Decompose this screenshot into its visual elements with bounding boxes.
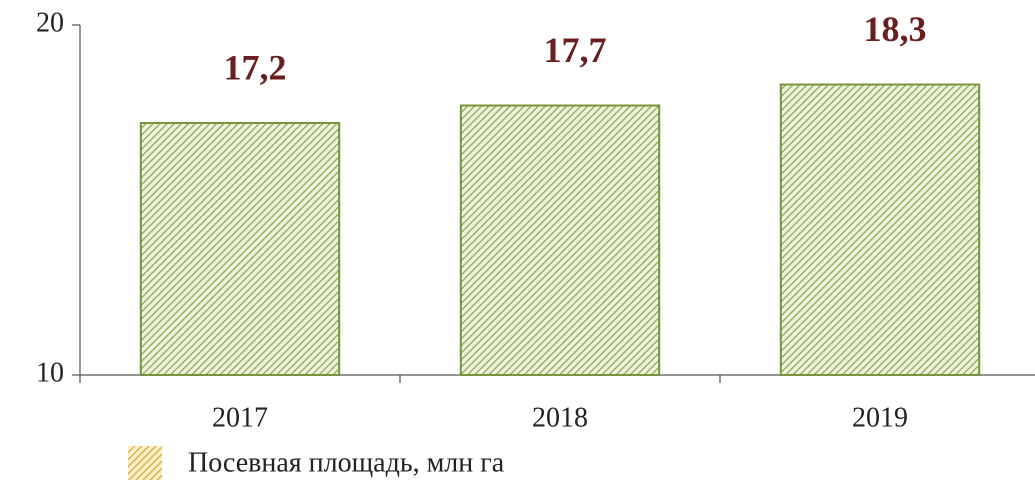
bar	[779, 83, 981, 376]
legend-swatch	[128, 446, 162, 480]
x-tick-label: 2017	[212, 402, 268, 433]
value-label: 18,3	[864, 9, 927, 49]
legend-label: Посевная площадь, млн га	[188, 447, 505, 478]
bar	[139, 122, 341, 376]
bar	[459, 104, 661, 376]
y-tick-label: 20	[36, 7, 64, 38]
x-tick-label: 2019	[852, 402, 908, 433]
y-tick-label: 10	[36, 357, 64, 388]
x-tick-label: 2018	[532, 402, 588, 433]
value-label: 17,2	[224, 47, 287, 87]
value-label: 17,7	[544, 30, 607, 70]
